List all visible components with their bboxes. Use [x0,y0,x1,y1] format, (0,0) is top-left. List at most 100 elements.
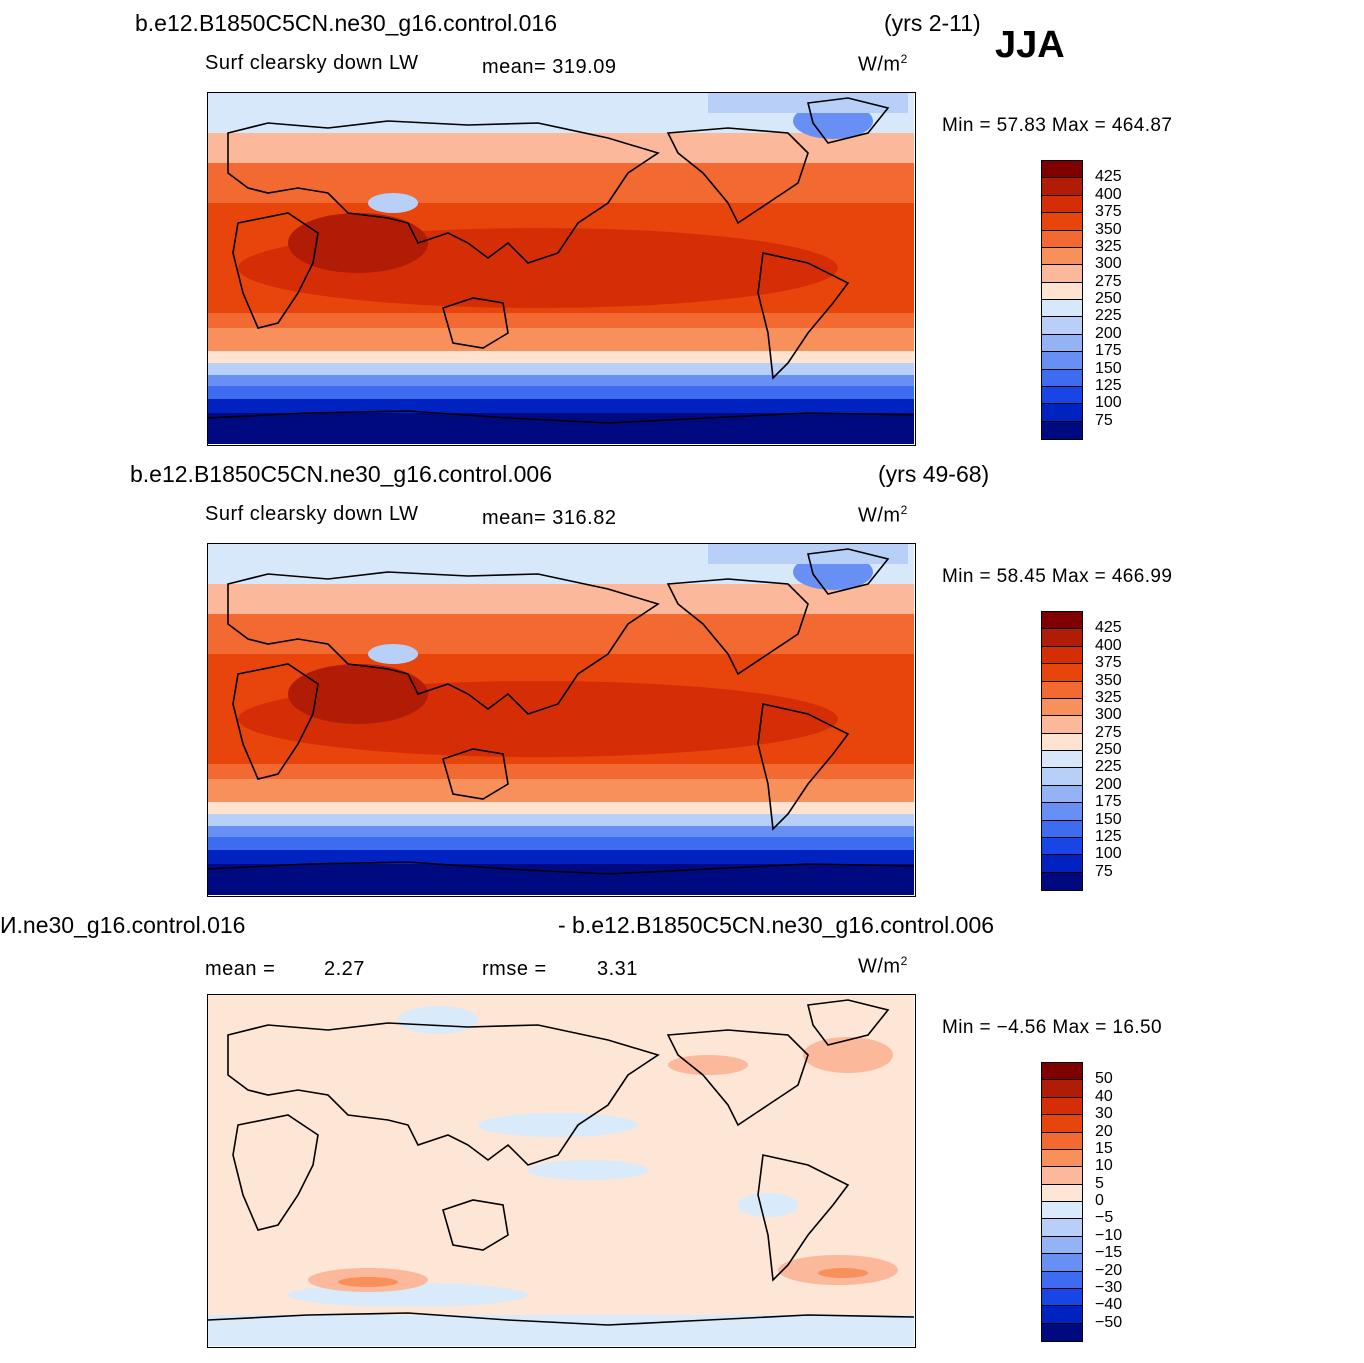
colorbar-swatch [1042,1184,1082,1202]
panel1-field [208,93,914,444]
colorbar-tick-label: 400 [1095,636,1122,654]
colorbar-swatch [1042,681,1082,699]
panel3-mean-value: 2.27 [324,958,365,980]
colorbar-swatch [1042,247,1082,266]
colorbar-swatch [1042,785,1082,804]
colorbar-swatch [1042,282,1082,300]
panel2-colorbar [1041,611,1083,891]
panel1-years: (yrs 2-11) [884,10,981,36]
panel2-years: (yrs 49-68) [878,461,990,487]
colorbar-swatch [1042,1080,1082,1098]
colorbar-swatch [1042,161,1082,179]
colorbar-swatch [1042,646,1082,665]
panel3-case-right: - b.e12.B1850C5CN.ne30_g16.control.006 [558,912,995,938]
colorbar-tick-label: −5 [1095,1209,1114,1227]
colorbar-swatch [1042,230,1082,248]
colorbar-tick-label: 275 [1095,272,1122,290]
season-label: JJA [995,24,1065,66]
colorbar-swatch [1042,1288,1082,1307]
colorbar-tick-label: 300 [1095,255,1122,273]
colorbar-swatch [1042,1167,1082,1185]
colorbar-tick-label: 50 [1095,1070,1113,1088]
panel1-coastlines [208,97,914,424]
colorbar-swatch [1042,265,1082,283]
colorbar-tick-label: 10 [1095,1157,1113,1175]
colorbar-tick-label: 75 [1095,862,1113,880]
colorbar-swatch [1042,1202,1082,1220]
colorbar-swatch [1042,837,1082,856]
colorbar-tick-label: 225 [1095,758,1122,776]
colorbar-tick-label: 75 [1095,411,1113,429]
colorbar-tick-label: 100 [1095,845,1122,863]
colorbar-swatch [1042,698,1082,717]
colorbar-swatch [1042,1254,1082,1272]
colorbar-swatch [1042,1236,1082,1255]
colorbar-tick-label: 20 [1095,1122,1113,1140]
colorbar-tick-label: 350 [1095,220,1122,238]
colorbar-swatch [1042,1097,1082,1116]
colorbar-tick-label: 30 [1095,1105,1113,1123]
colorbar-tick-label: −40 [1095,1296,1123,1314]
colorbar-swatch [1042,664,1082,682]
panel1-colorbar [1041,160,1083,440]
panel1-units: W/m2 [858,52,908,76]
colorbar-tick-label: −50 [1095,1313,1123,1331]
panel3-rmse-label: rmse = [482,958,547,980]
panel2-minmax: Min = 58.45 Max = 466.99 [942,566,1173,587]
panel2-map [207,543,916,897]
colorbar-swatch [1042,612,1082,630]
colorbar-tick-label: 325 [1095,237,1122,255]
colorbar-tick-label: 125 [1095,376,1122,394]
colorbar-swatch [1042,1219,1082,1237]
colorbar-swatch [1042,334,1082,353]
colorbar-swatch [1042,352,1082,370]
colorbar-swatch [1042,768,1082,786]
colorbar-swatch [1042,1271,1082,1289]
colorbar-swatch [1042,872,1082,890]
panel1-minmax: Min = 57.83 Max = 464.87 [942,115,1173,136]
colorbar-swatch [1042,369,1082,387]
colorbar-swatch [1042,300,1082,318]
colorbar-swatch [1042,1323,1082,1341]
panel3-rmse-value: 3.31 [597,958,638,980]
colorbar-tick-label: 350 [1095,671,1122,689]
panel1-variable: Surf clearsky down LW [205,52,419,74]
colorbar-tick-label: 200 [1095,775,1122,793]
colorbar-tick-label: 325 [1095,688,1122,706]
colorbar-tick-label: 375 [1095,654,1122,672]
colorbar-tick-label: 425 [1095,168,1122,186]
colorbar-tick-label: 250 [1095,290,1122,307]
colorbar-swatch [1042,803,1082,821]
panel2-variable: Surf clearsky down LW [205,503,419,525]
panel3-units: W/m2 [858,954,908,978]
colorbar-swatch [1042,751,1082,769]
colorbar-tick-label: 0 [1095,1192,1104,1209]
colorbar-tick-label: 225 [1095,307,1122,325]
colorbar-tick-label: 200 [1095,324,1122,342]
panel2-field [208,544,914,895]
colorbar-tick-label: −20 [1095,1261,1123,1279]
colorbar-swatch [1042,733,1082,751]
colorbar-swatch [1042,1149,1082,1168]
panel3-minmax: Min = −4.56 Max = 16.50 [942,1017,1162,1038]
colorbar-tick-label: 150 [1095,810,1122,828]
panel3-coastlines [208,999,914,1326]
colorbar-tick-label: 150 [1095,359,1122,377]
colorbar-tick-label: 400 [1095,185,1122,203]
colorbar-tick-label: −10 [1095,1226,1123,1244]
colorbar-swatch [1042,629,1082,647]
colorbar-tick-label: 275 [1095,723,1122,741]
colorbar-tick-label: −15 [1095,1244,1123,1262]
panel3-mean-label: mean = [205,958,276,980]
colorbar-tick-label: 40 [1095,1087,1113,1105]
colorbar-swatch [1042,195,1082,214]
panel3-case-left: И.ne30_g16.control.016 [0,912,246,938]
colorbar-swatch [1042,178,1082,196]
panel2-mean: mean= 316.82 [482,507,617,529]
colorbar-swatch [1042,1306,1082,1324]
panel1-case-title: b.e12.B1850C5CN.ne30_g16.control.016 [135,10,557,36]
panel3-map [207,994,916,1348]
colorbar-tick-label: 125 [1095,827,1122,845]
colorbar-swatch [1042,820,1082,838]
colorbar-swatch [1042,213,1082,231]
